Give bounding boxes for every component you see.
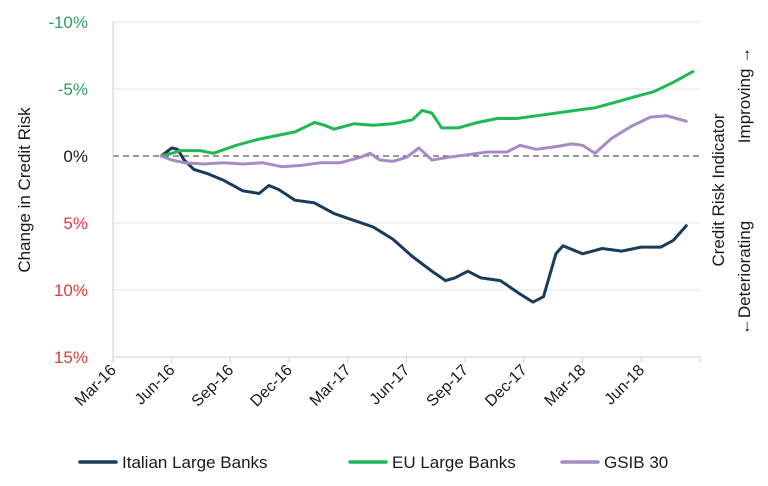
right-axis-deteriorating: ←Deteriorating	[735, 221, 754, 335]
y-tick-label: 10%	[54, 281, 88, 300]
x-axis: Mar-16 Jun-16 Sep-16 Dec-16 Mar-17 Jun-17 Sep-…	[72, 22, 701, 411]
legend-label: Italian Large Banks	[122, 453, 268, 472]
x-tick-label: Mar-18	[542, 362, 590, 410]
x-tick-label: Sep-16	[189, 362, 238, 411]
right-axis-title: Credit Risk Indicator	[709, 113, 728, 266]
series-line-2	[159, 114, 688, 169]
right-axis-annotation: Credit Risk Indicator Improving → ←Deter…	[709, 47, 754, 335]
series-line-1	[159, 70, 695, 158]
x-tick-label: Sep-17	[424, 362, 473, 411]
x-tick-label: Mar-17	[307, 362, 355, 410]
x-tick-label: Jun-18	[602, 362, 649, 409]
x-tick-label: Jun-16	[132, 362, 179, 409]
x-tick-label: Dec-16	[247, 362, 296, 411]
y-tick-label: -5%	[58, 80, 88, 99]
x-tick-label: Mar-16	[72, 362, 120, 410]
y-tick-label: -10%	[48, 13, 88, 32]
legend-label: EU Large Banks	[392, 453, 516, 472]
x-tick-label: Jun-17	[367, 362, 414, 409]
right-axis-improving: Improving →	[735, 47, 754, 143]
y-axis-label: Change in Credit Risk	[15, 107, 34, 273]
x-tick-label: Dec-17	[482, 362, 531, 411]
y-axis-ticks: -10% -5% 0% 5% 10% 15%	[48, 13, 88, 367]
series-lines	[159, 70, 695, 304]
y-tick-label: 5%	[63, 214, 88, 233]
y-tick-label: 15%	[54, 348, 88, 367]
gridlines	[113, 21, 700, 358]
series-line-0	[159, 146, 688, 304]
legend-label: GSIB 30	[604, 453, 668, 472]
y-tick-label: 0%	[63, 147, 88, 166]
legend: Italian Large Banks EU Large Banks GSIB 30	[78, 453, 668, 472]
